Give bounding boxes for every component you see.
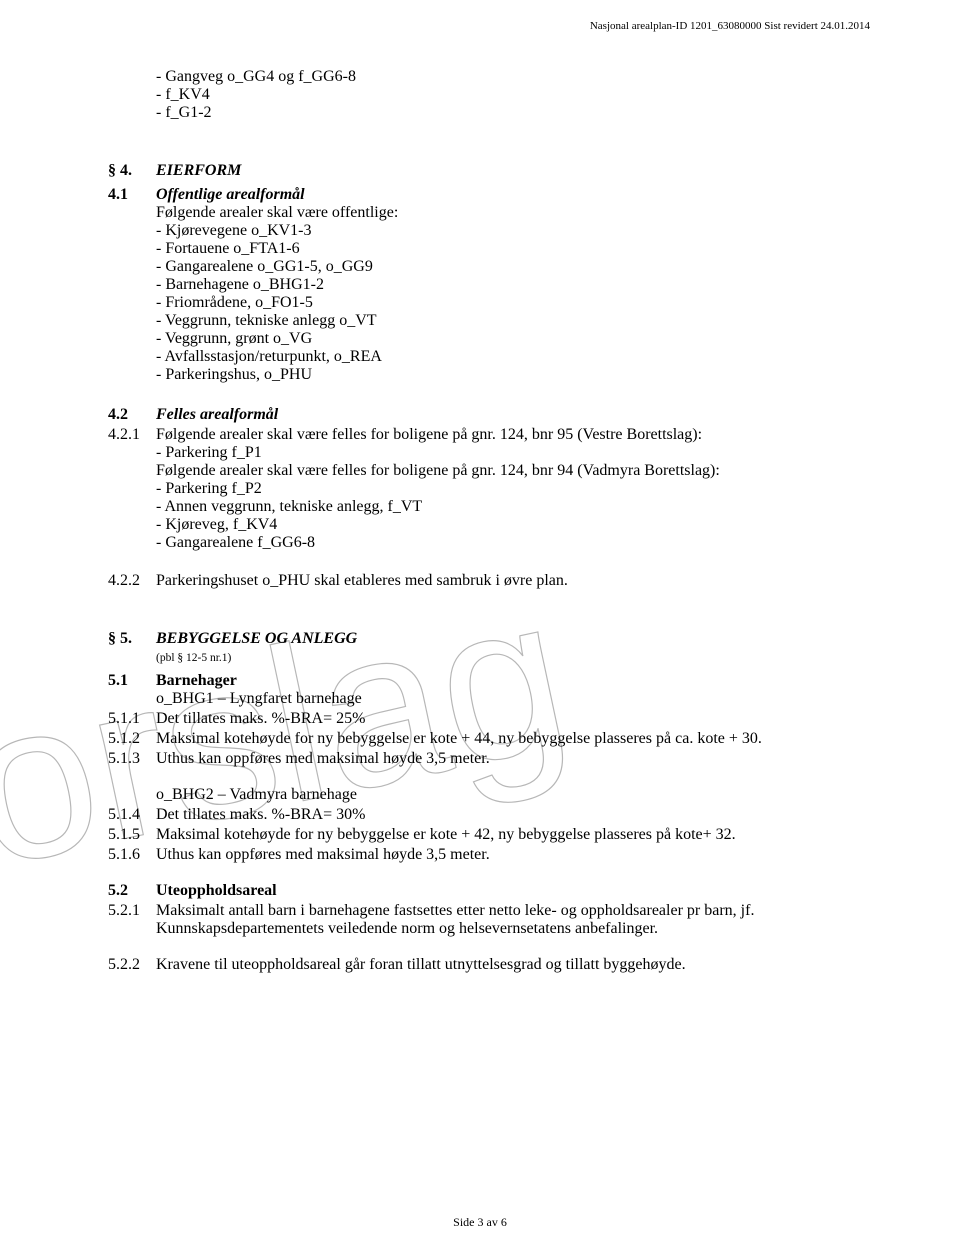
subsection-title: Felles arealformål [156, 406, 870, 424]
clause-number: 5.1.2 [108, 730, 156, 748]
paragraph: Kravene til uteoppholdsareal går foran t… [156, 956, 870, 974]
header-meta: Nasjonal arealplan-ID 1201_63080000 Sist… [108, 20, 870, 32]
clause-number: 5.1.5 [108, 826, 156, 844]
clause-number: 5.1.4 [108, 806, 156, 824]
list-item: - Veggrunn, grønt o_VG [156, 330, 870, 348]
clause-number: 5.1.1 [108, 710, 156, 728]
list-item: - Kjøreveg, f_KV4 [156, 516, 870, 534]
subsection-number: 5.2 [108, 882, 156, 900]
section-number: § 5. [108, 630, 156, 666]
paragraph: Det tillates maks. %-BRA= 30% [156, 806, 870, 824]
section-title: EIERFORM [156, 162, 870, 180]
intro-line: - Gangveg o_GG4 og f_GG6-8 [156, 68, 870, 86]
clause-number [108, 786, 156, 804]
page-footer: Side 3 av 6 [0, 1215, 960, 1230]
list-item: - Kjørevegene o_KV1-3 [156, 222, 870, 240]
subsection-title: Uteoppholdsareal [156, 882, 870, 900]
clause-number: 5.1.3 [108, 750, 156, 768]
intro-line: - f_G1-2 [156, 104, 870, 122]
subsection-number: 4.2 [108, 406, 156, 424]
list-item: - Parkeringshus, o_PHU [156, 366, 870, 384]
list-item: - Gangarealene o_GG1-5, o_GG9 [156, 258, 870, 276]
list-item: - Veggrunn, tekniske anlegg o_VT [156, 312, 870, 330]
list-item: - Annen veggrunn, tekniske anlegg, f_VT [156, 498, 870, 516]
paragraph: Følgende arealer skal være felles for bo… [156, 426, 870, 444]
subsection-title: Offentlige arealformål [156, 186, 870, 204]
paragraph: Parkeringshuset o_PHU skal etableres med… [156, 572, 870, 590]
subsection-number: 4.1 [108, 186, 156, 384]
clause-number: 4.2.2 [108, 572, 156, 590]
subsection-number: 5.1 [108, 672, 156, 708]
section-number: § 4. [108, 162, 156, 180]
paragraph: o_BHG2 – Vadmyra barnehage [156, 786, 870, 804]
list-item: - Avfallsstasjon/returpunkt, o_REA [156, 348, 870, 366]
subsection-title: Barnehager [156, 672, 870, 690]
clause-number: 5.1.6 [108, 846, 156, 864]
paragraph: Det tillates maks. %-BRA= 25% [156, 710, 870, 728]
section-note: (pbl § 12-5 nr.1) [156, 652, 231, 664]
section-title: BEBYGGELSE OG ANLEGG [156, 630, 357, 647]
list-item: - Fortauene o_FTA1-6 [156, 240, 870, 258]
paragraph: Maksimal kotehøyde for ny bebyggelse er … [156, 730, 870, 748]
list-item: - Friområdene, o_FO1-5 [156, 294, 870, 312]
clause-number: 4.2.1 [108, 426, 156, 552]
list-item: - Parkering f_P1 [156, 444, 870, 462]
clause-number: 5.2.2 [108, 956, 156, 974]
paragraph: Maksimalt antall barn i barnehagene fast… [156, 902, 870, 938]
paragraph: Følgende arealer skal være felles for bo… [156, 462, 870, 480]
list-item: - Gangarealene f_GG6-8 [156, 534, 870, 552]
clause-number: 5.2.1 [108, 902, 156, 938]
intro-line: - f_KV4 [156, 86, 870, 104]
paragraph: Følgende arealer skal være offentlige: [156, 204, 870, 222]
list-item: - Parkering f_P2 [156, 480, 870, 498]
paragraph: Uthus kan oppføres med maksimal høyde 3,… [156, 846, 870, 864]
paragraph: o_BHG1 – Lyngfaret barnehage [156, 690, 870, 708]
paragraph: Maksimal kotehøyde for ny bebyggelse er … [156, 826, 870, 844]
list-item: - Barnehagene o_BHG1-2 [156, 276, 870, 294]
paragraph: Uthus kan oppføres med maksimal høyde 3,… [156, 750, 870, 768]
